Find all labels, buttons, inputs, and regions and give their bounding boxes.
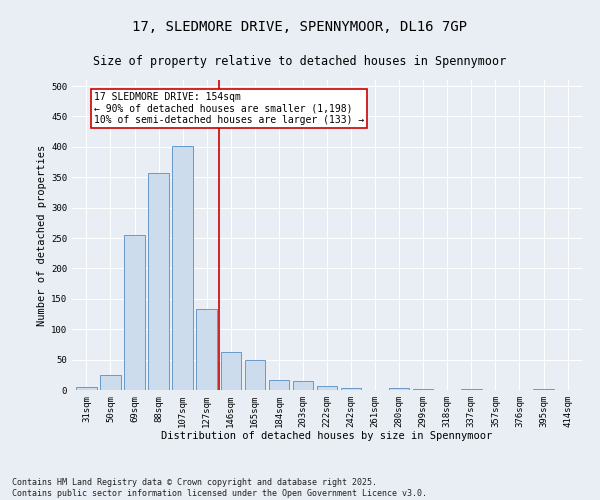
Bar <box>245 360 265 390</box>
X-axis label: Distribution of detached houses by size in Spennymoor: Distribution of detached houses by size … <box>161 432 493 442</box>
Bar <box>196 309 217 390</box>
Bar <box>76 387 97 390</box>
Bar <box>124 235 145 390</box>
Bar <box>148 173 169 390</box>
Bar <box>100 375 121 390</box>
Bar <box>461 389 482 390</box>
Text: 17 SLEDMORE DRIVE: 154sqm
← 90% of detached houses are smaller (1,198)
10% of se: 17 SLEDMORE DRIVE: 154sqm ← 90% of detac… <box>94 92 364 126</box>
Text: Size of property relative to detached houses in Spennymoor: Size of property relative to detached ho… <box>94 55 506 68</box>
Bar <box>269 380 289 390</box>
Bar <box>389 388 409 390</box>
Bar <box>221 352 241 390</box>
Bar <box>317 386 337 390</box>
Text: 17, SLEDMORE DRIVE, SPENNYMOOR, DL16 7GP: 17, SLEDMORE DRIVE, SPENNYMOOR, DL16 7GP <box>133 20 467 34</box>
Bar <box>172 146 193 390</box>
Bar <box>293 382 313 390</box>
Text: Contains HM Land Registry data © Crown copyright and database right 2025.
Contai: Contains HM Land Registry data © Crown c… <box>12 478 427 498</box>
Bar <box>341 388 361 390</box>
Y-axis label: Number of detached properties: Number of detached properties <box>37 144 47 326</box>
